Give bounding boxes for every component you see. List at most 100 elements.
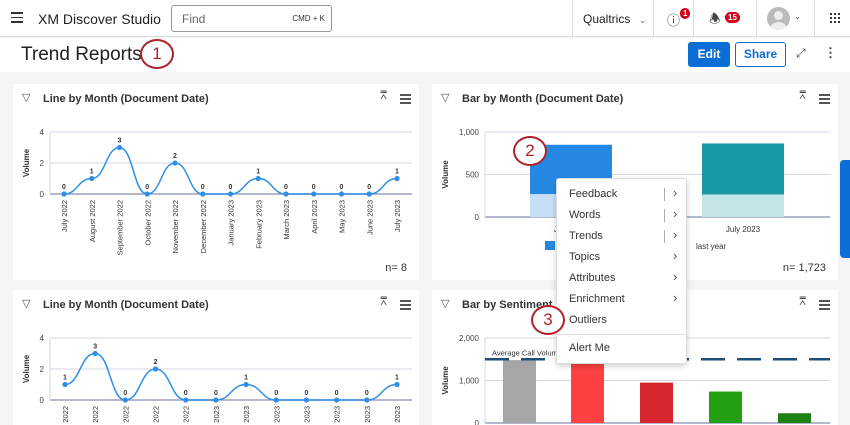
bar[interactable]: [571, 357, 604, 423]
menu-item-trends[interactable]: Trends: [569, 230, 603, 242]
expand-icon[interactable]: ⤢: [796, 46, 806, 60]
data-point[interactable]: [172, 160, 178, 166]
chevron-right-icon[interactable]: ›: [673, 248, 678, 263]
x-tick-label: 2023: [302, 406, 311, 423]
menu-item-feedback[interactable]: Feedback: [569, 188, 618, 200]
bar[interactable]: [640, 382, 673, 423]
data-point[interactable]: [394, 175, 400, 182]
filter-icon[interactable]: ▽: [441, 298, 450, 310]
data-point[interactable]: [283, 191, 289, 197]
share-button[interactable]: Share: [735, 42, 786, 67]
share-icon[interactable]: ⩞: [799, 296, 806, 308]
menu-item-topics[interactable]: Topics: [569, 251, 601, 263]
chevron-down-icon[interactable]: ⌄: [794, 12, 801, 21]
data-point[interactable]: [227, 191, 234, 197]
y-tick-label: 1,000: [459, 377, 480, 386]
bar[interactable]: [702, 194, 784, 217]
data-point[interactable]: [122, 397, 128, 403]
y-tick-label: 1,000: [459, 128, 480, 137]
side-panel-tab[interactable]: [840, 160, 850, 258]
x-tick-label: 2023: [333, 406, 342, 423]
avatar[interactable]: [767, 7, 790, 30]
widget-title: Bar by Sentiment: [462, 299, 553, 311]
data-point[interactable]: [255, 175, 261, 182]
notification-badge: 15: [725, 12, 740, 23]
chevron-right-icon[interactable]: ›: [673, 206, 678, 221]
bell-icon[interactable]: 🕭: [709, 11, 721, 26]
data-point[interactable]: [61, 191, 67, 197]
bar[interactable]: [709, 391, 742, 423]
widget-menu-icon[interactable]: [400, 300, 411, 312]
x-tick-label: 2023: [363, 406, 372, 423]
data-point[interactable]: [273, 397, 279, 403]
data-point[interactable]: [183, 397, 189, 403]
y-tick-label: 2: [40, 365, 45, 374]
data-point[interactable]: [334, 397, 340, 403]
data-point[interactable]: [303, 397, 310, 403]
menu-item-attributes[interactable]: Attributes: [569, 272, 616, 284]
data-point[interactable]: [144, 191, 150, 197]
filter-icon[interactable]: ▽: [22, 298, 31, 310]
data-point[interactable]: [364, 397, 370, 403]
data-label: 1: [63, 375, 67, 382]
data-point[interactable]: [92, 350, 98, 357]
data-label: 0: [312, 184, 316, 191]
x-tick-label: 2022: [152, 406, 161, 423]
menu-item-words[interactable]: Words: [569, 209, 601, 221]
bar[interactable]: [778, 413, 811, 423]
widget-menu-icon[interactable]: [819, 94, 830, 106]
data-label: 0: [305, 390, 309, 397]
data-point[interactable]: [243, 381, 249, 388]
chevron-right-icon[interactable]: ›: [673, 185, 678, 200]
data-label: 0: [184, 390, 188, 397]
legend-label: last year: [696, 242, 727, 251]
app-grid-icon[interactable]: [830, 13, 841, 24]
data-point[interactable]: [152, 366, 159, 372]
data-point[interactable]: [394, 381, 400, 388]
hamburger-menu-icon[interactable]: [11, 12, 23, 26]
share-icon[interactable]: ⩞: [380, 90, 387, 102]
x-tick-label: July 2022: [60, 200, 69, 232]
info-icon[interactable]: ⓘ: [667, 13, 681, 28]
filter-icon[interactable]: ▽: [22, 92, 31, 104]
chevron-right-icon[interactable]: ›: [673, 227, 678, 242]
data-point[interactable]: [89, 175, 95, 182]
filter-icon[interactable]: ▽: [441, 92, 450, 104]
bar[interactable]: [702, 143, 784, 195]
data-point[interactable]: [338, 191, 345, 197]
org-dropdown[interactable]: Qualtrics ⌄: [583, 12, 646, 26]
more-options-icon[interactable]: ⋮: [824, 45, 837, 60]
chevron-down-icon: ⌄: [639, 16, 647, 25]
widget-menu-icon[interactable]: [400, 94, 411, 106]
data-point[interactable]: [116, 144, 123, 151]
data-point[interactable]: [200, 191, 206, 197]
bar[interactable]: [503, 360, 536, 423]
widget-menu-icon[interactable]: [819, 300, 830, 312]
data-label: 2: [154, 359, 158, 366]
share-icon[interactable]: ⩞: [380, 296, 387, 308]
share-icon[interactable]: ⩞: [799, 90, 806, 102]
menu-item-alert-me[interactable]: Alert Me: [569, 342, 610, 354]
chevron-right-icon[interactable]: ›: [673, 290, 678, 305]
data-point[interactable]: [366, 191, 372, 197]
divider: [653, 0, 654, 37]
data-point[interactable]: [213, 397, 219, 403]
data-label: 1: [256, 169, 260, 176]
x-tick-label: August 2022: [88, 200, 97, 242]
data-point[interactable]: [62, 381, 68, 388]
search-input[interactable]: Find CMD + K: [171, 5, 332, 32]
edit-button[interactable]: Edit: [688, 42, 730, 67]
data-label: 1: [395, 375, 399, 382]
x-tick-label: 2022: [182, 406, 191, 423]
search-placeholder: Find: [182, 12, 206, 26]
app-title: XM Discover Studio: [38, 11, 161, 27]
data-point[interactable]: [311, 191, 317, 197]
chevron-right-icon[interactable]: ›: [673, 269, 678, 284]
widget-title: Line by Month (Document Date): [43, 93, 209, 105]
data-label: 2: [173, 153, 177, 160]
menu-item-enrichment[interactable]: Enrichment: [569, 293, 625, 305]
menu-item-outliers[interactable]: Outliers: [569, 314, 607, 326]
widget-line-by-month: ▽ Line by Month (Document Date) ⩞ n= 8 0 2 4 Vo…: [13, 84, 419, 280]
menu-split-divider: [664, 230, 665, 243]
x-tick-label: March 2023: [282, 200, 291, 240]
